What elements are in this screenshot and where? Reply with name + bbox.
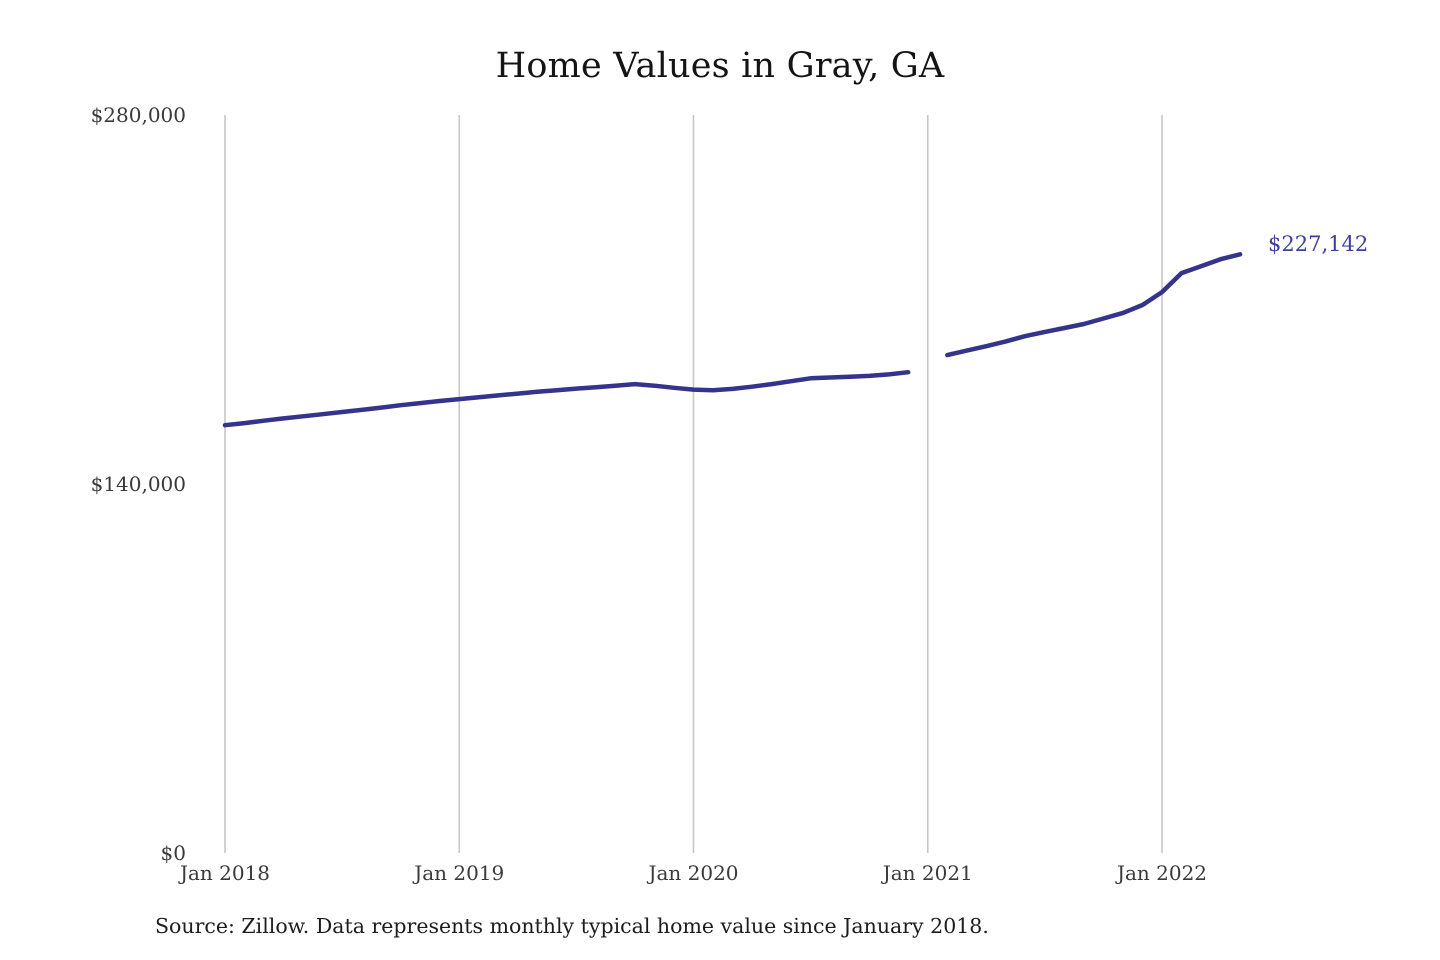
home-value-line — [222, 252, 1243, 428]
x-tick-label: Jan 2020 — [648, 861, 739, 885]
x-tick-label: Jan 2019 — [414, 861, 505, 885]
x-tick-label: Jan 2018 — [179, 861, 271, 885]
x-tick-label: Jan 2022 — [1116, 861, 1208, 885]
chart-title: Home Values in Gray, GA — [495, 46, 945, 86]
y-tick-label: $140,000 — [90, 472, 186, 496]
x-tick-label: Jan 2021 — [882, 861, 973, 885]
y-tick-label: $280,000 — [90, 103, 186, 127]
latest-value-label: $227,142 — [1268, 232, 1369, 256]
y-tick-label: $0 — [160, 841, 186, 865]
source-note: Source: Zillow. Data represents monthly … — [155, 914, 989, 938]
